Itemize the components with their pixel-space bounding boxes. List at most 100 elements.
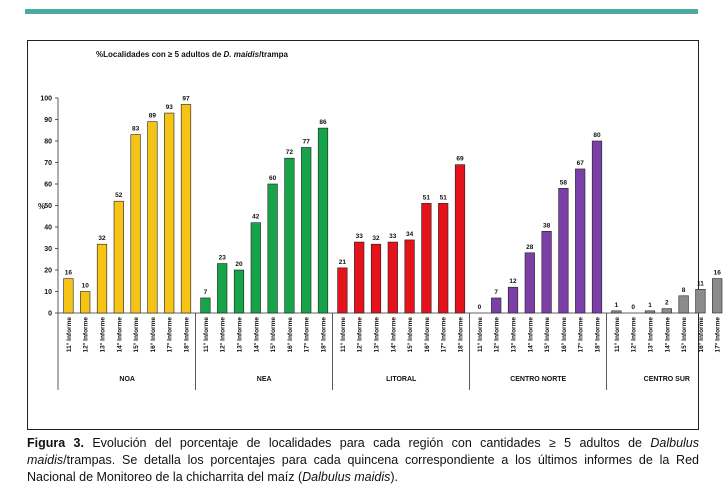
x-tick-label: 11° Informe xyxy=(339,317,347,352)
bar-value-label: 38 xyxy=(543,222,551,229)
bar xyxy=(421,203,432,314)
chart-title: %Localidades con ≥ 5 adultos de D. maidi… xyxy=(96,50,289,59)
bar-value-label: 69 xyxy=(456,156,464,163)
group-label: CENTRO NORTE xyxy=(510,376,566,383)
bar-value-label: 7 xyxy=(204,289,208,296)
bar xyxy=(96,243,108,314)
group-label: NOA xyxy=(119,376,135,383)
y-tick-label: 70 xyxy=(44,160,52,167)
bar-value-label: 21 xyxy=(339,259,347,266)
caption-species-2: Dalbulus maidis xyxy=(302,470,391,484)
x-tick-label: 14° Informe xyxy=(115,317,123,353)
caption-label: Figura 3. xyxy=(27,436,84,450)
bar xyxy=(301,147,312,314)
bar-value-label: 12 xyxy=(509,278,517,285)
bar-value-label: 33 xyxy=(356,233,364,240)
bar xyxy=(454,164,466,314)
bar-value-label: 89 xyxy=(149,113,157,120)
caption-species-1: Dalbulus maidis xyxy=(27,436,699,467)
x-tick-label: 18° Informe xyxy=(594,317,602,353)
bar-value-label: 86 xyxy=(319,119,327,126)
bar xyxy=(250,222,261,314)
caption-text-3: ). xyxy=(390,470,399,484)
group-label: NEA xyxy=(257,376,272,383)
x-tick-label: 13° Informe xyxy=(373,317,381,353)
bar xyxy=(147,121,158,314)
bar-value-label: 77 xyxy=(303,138,311,145)
bar xyxy=(558,188,569,314)
y-tick-label: 0 xyxy=(48,311,52,318)
chart-title-suffix: /trampa xyxy=(259,50,288,59)
x-tick-label: 12° Informe xyxy=(356,317,364,353)
bar-value-label: 51 xyxy=(423,194,431,201)
bar xyxy=(678,295,689,314)
x-tick-label: 14° Informe xyxy=(389,317,397,353)
bar-value-label: 83 xyxy=(132,126,140,133)
x-tick-label: 18° Informe xyxy=(457,317,465,353)
bar-value-label: 1 xyxy=(615,302,619,309)
y-tick-label: 20 xyxy=(44,268,52,275)
bar-value-label: 93 xyxy=(166,104,174,111)
bar xyxy=(317,127,329,314)
bar-value-label: 23 xyxy=(219,255,227,262)
x-tick-label: 13° Informe xyxy=(236,317,244,353)
x-tick-label: 15° Informe xyxy=(406,317,414,353)
bar xyxy=(164,112,175,314)
caption-text-1: Evolución del porcentaje de localidades … xyxy=(83,436,651,450)
x-tick-label: 12° Informe xyxy=(630,317,638,353)
x-tick-label: 11° Informe xyxy=(476,317,484,352)
x-tick-label: 17° Informe xyxy=(440,317,448,353)
bar-value-label: 2 xyxy=(665,300,669,307)
bar-value-label: 11 xyxy=(697,280,704,287)
bar-value-label: 33 xyxy=(389,233,397,240)
bar-value-label: 67 xyxy=(577,160,585,167)
bar-value-label: 32 xyxy=(98,235,106,242)
bar-value-label: 0 xyxy=(631,304,635,311)
bar-value-label: 16 xyxy=(714,270,722,277)
bar-value-label: 32 xyxy=(372,235,380,242)
bar xyxy=(491,297,502,314)
x-tick-label: 16° Informe xyxy=(423,317,431,353)
bar xyxy=(200,297,211,314)
y-tick-label: 40 xyxy=(44,225,52,232)
y-tick-label: 50 xyxy=(44,203,52,210)
bar xyxy=(661,308,672,314)
caption-text-2: /trampas. Se detalla los porcentajes par… xyxy=(27,453,699,484)
y-tick-label: 10 xyxy=(44,289,52,296)
x-tick-label: 11° Informe xyxy=(65,317,73,352)
bar xyxy=(113,200,124,314)
x-tick-label: 13° Informe xyxy=(99,317,107,353)
bar-value-label: 20 xyxy=(235,261,243,268)
y-tick-label: 80 xyxy=(44,139,52,146)
bar xyxy=(611,310,622,314)
x-tick-label: 17° Informe xyxy=(166,317,174,353)
bar xyxy=(130,134,141,314)
bar-value-label: 42 xyxy=(252,214,260,221)
x-tick-label: 11° Informe xyxy=(613,317,621,352)
bar-value-label: 0 xyxy=(478,304,482,311)
bar-value-label: 1 xyxy=(648,302,652,309)
x-tick-label: 15° Informe xyxy=(680,317,688,353)
bar-value-label: 10 xyxy=(82,283,90,290)
bar xyxy=(541,231,552,314)
y-tick-label: 100 xyxy=(40,96,52,103)
group-label: CENTRO SUR xyxy=(644,376,690,383)
x-tick-label: 18° Informe xyxy=(183,317,191,353)
bar-value-label: 60 xyxy=(269,175,277,182)
figure-caption: Figura 3. Evolución del porcentaje de lo… xyxy=(27,435,699,486)
x-tick-label: 16° Informe xyxy=(149,317,157,353)
group-label: LITORAL xyxy=(386,376,417,383)
y-tick-label: 30 xyxy=(44,246,52,253)
x-tick-label: 12° Informe xyxy=(493,317,501,353)
bar xyxy=(233,269,245,314)
x-tick-label: 13° Informe xyxy=(647,317,655,353)
x-tick-label: 16° Informe xyxy=(560,317,568,353)
bar xyxy=(695,289,706,314)
bar-value-label: 28 xyxy=(526,244,534,251)
bar xyxy=(63,278,74,314)
bar xyxy=(180,104,192,314)
x-tick-label: 12° Informe xyxy=(82,317,90,353)
bar-value-label: 8 xyxy=(682,287,686,294)
